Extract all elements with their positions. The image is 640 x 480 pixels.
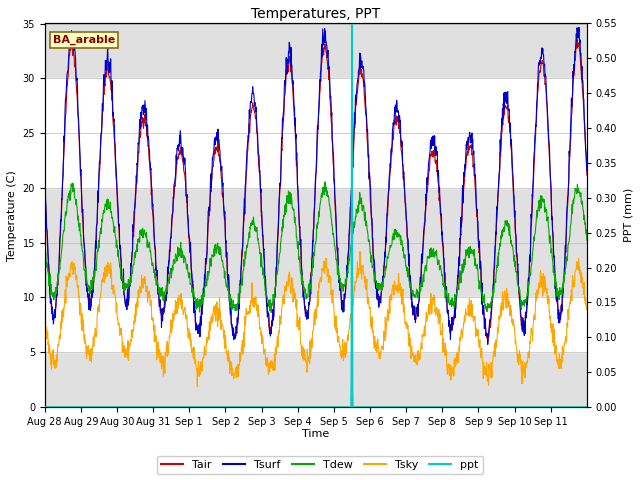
Legend: Tair, Tsurf, Tdew, Tsky, ppt: Tair, Tsurf, Tdew, Tsky, ppt [157, 456, 483, 474]
Y-axis label: Temperature (C): Temperature (C) [7, 170, 17, 261]
Bar [45, 78, 587, 188]
Title: Temperatures, PPT: Temperatures, PPT [251, 7, 380, 21]
Y-axis label: PPT (mm): PPT (mm) [623, 188, 633, 242]
Text: BA_arable: BA_arable [53, 35, 115, 45]
Bar [45, 298, 587, 352]
X-axis label: Time: Time [302, 430, 330, 440]
